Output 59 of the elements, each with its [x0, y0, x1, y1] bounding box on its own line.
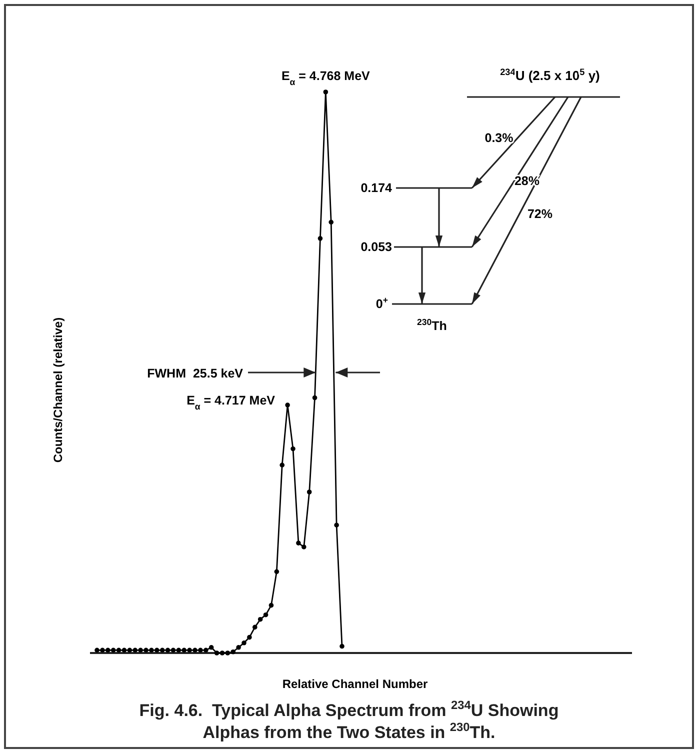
point [192, 648, 198, 653]
text: E$_{α}$ = 4.768 MeV [281, 69, 371, 87]
point [318, 236, 323, 241]
point [182, 648, 187, 653]
annotation: FWHM 25.5 keV [147, 366, 244, 380]
point [116, 648, 122, 653]
text: $^{230}$Th [417, 317, 447, 333]
point [138, 648, 143, 653]
point [274, 569, 280, 574]
point [340, 644, 344, 649]
point [301, 544, 306, 550]
point [247, 634, 252, 640]
text: 0.174 [360, 181, 392, 195]
point [252, 624, 258, 630]
point [127, 648, 132, 653]
point [323, 90, 328, 94]
point [105, 648, 110, 653]
point [110, 648, 116, 653]
point [208, 644, 214, 650]
text: $^{234}$U (2.5 x 10$^{5}$ y) [500, 67, 600, 83]
point [285, 402, 290, 408]
point [220, 650, 225, 656]
point [149, 648, 154, 653]
point [154, 648, 160, 653]
point [160, 648, 165, 653]
point [268, 602, 274, 608]
text: 0$^{+}$ [376, 295, 388, 311]
text: 0.3% [484, 131, 514, 145]
point [328, 220, 334, 225]
chart-title: Fig. 4.6. Typical Alpha Spectrum from $^{234}$U Showing Alphas from the Two States in $^{230}$Th. [139, 698, 559, 742]
point [132, 648, 138, 653]
point [122, 648, 127, 653]
point [225, 650, 230, 656]
point [258, 616, 263, 622]
point [334, 522, 339, 528]
point [263, 612, 268, 618]
point [280, 462, 285, 468]
point [296, 540, 301, 546]
point [187, 648, 192, 653]
point [176, 648, 182, 653]
point [170, 648, 176, 653]
point [203, 648, 208, 653]
point [312, 395, 318, 400]
point [214, 650, 220, 656]
y-axis-title: Counts/Channel (relative) [51, 317, 65, 463]
point [94, 648, 100, 653]
x-axis-title: Relative Channel Number [282, 677, 428, 691]
point [198, 648, 203, 653]
point [290, 446, 296, 452]
text: 0.053 [360, 240, 392, 254]
point [242, 640, 246, 646]
point [306, 490, 312, 494]
text: 72% [527, 207, 553, 221]
point [165, 648, 170, 653]
point [230, 649, 236, 654]
point [100, 648, 105, 653]
annotation: E$_{α}$ = 4.717 MeV [186, 394, 276, 412]
point [236, 644, 241, 650]
point [144, 648, 148, 653]
